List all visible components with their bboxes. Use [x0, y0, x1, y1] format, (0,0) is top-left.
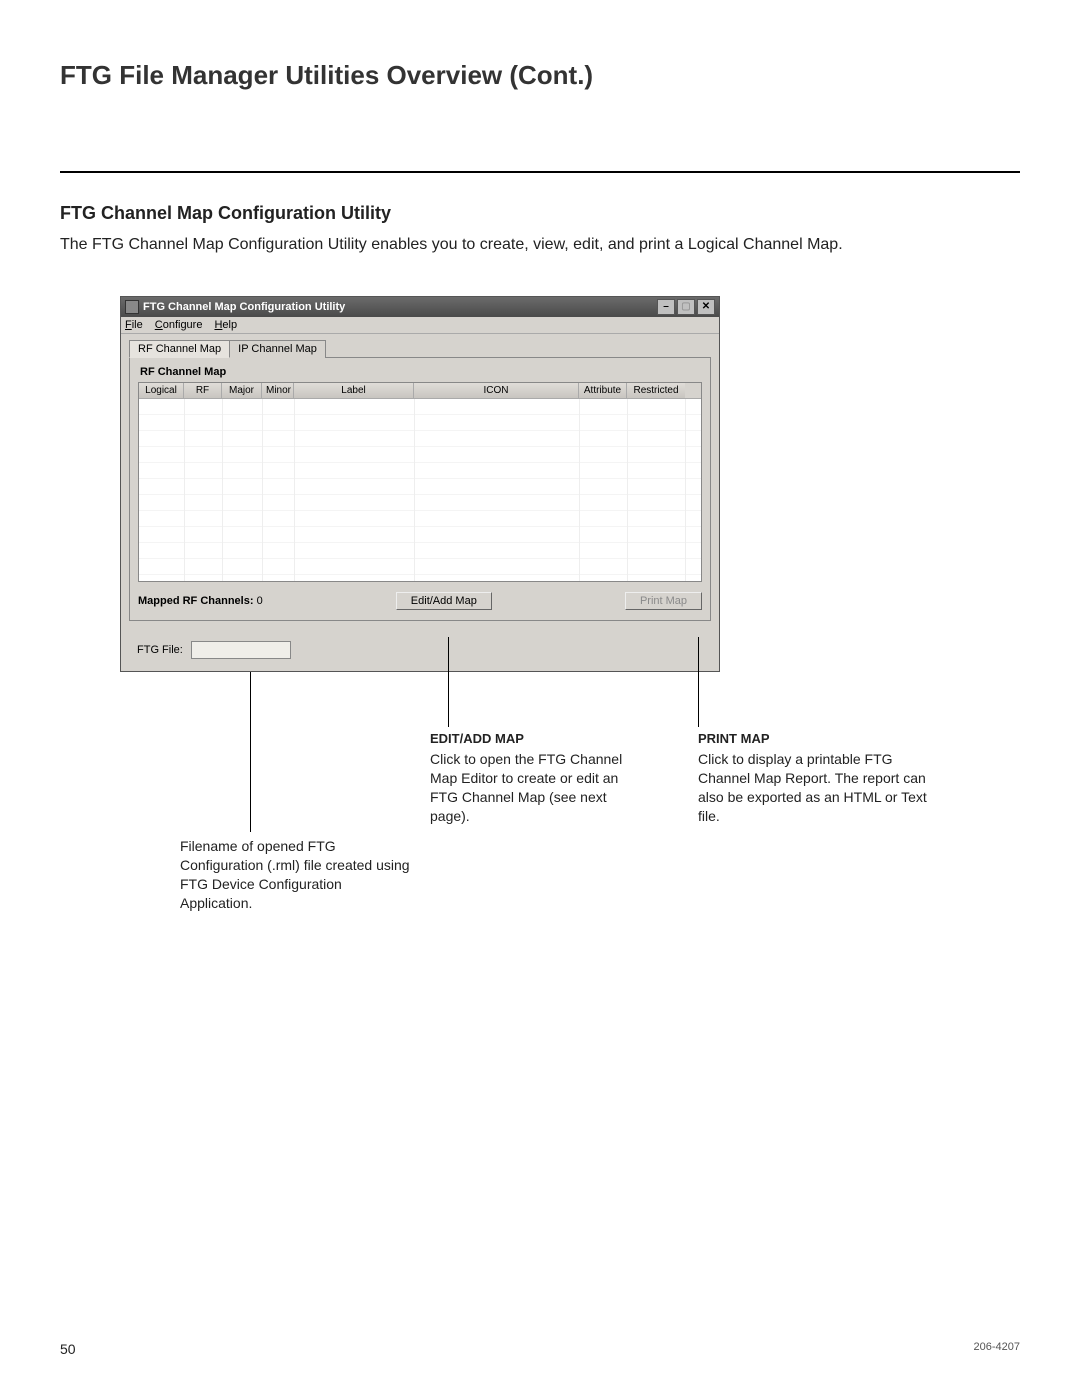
grid-body — [139, 399, 701, 581]
callout-text: Click to display a printable FTG Channel… — [698, 750, 938, 826]
titlebar: FTG Channel Map Configuration Utility – … — [121, 297, 719, 317]
edit-add-map-button[interactable]: Edit/Add Map — [396, 592, 492, 610]
callout-print-map: PRINT MAP Click to display a printable F… — [698, 730, 938, 825]
mapped-count: 0 — [257, 595, 263, 607]
page-number: 50 — [60, 1341, 76, 1357]
column-header[interactable]: ICON — [414, 383, 579, 398]
menu-bar: File Configure Help — [121, 317, 719, 334]
close-button[interactable]: ✕ — [697, 299, 715, 315]
grid-header: LogicalRFMajorMinorLabelICONAttributeRes… — [139, 383, 701, 399]
leader-line — [698, 637, 699, 727]
menu-help[interactable]: Help — [214, 319, 237, 331]
callout-text: Filename of opened FTG Configuration (.r… — [180, 837, 410, 913]
leader-line — [448, 637, 449, 727]
column-header[interactable]: Major — [222, 383, 262, 398]
section-heading: FTG Channel Map Configuration Utility — [60, 203, 1020, 224]
column-header[interactable]: Attribute — [579, 383, 627, 398]
column-header[interactable]: Label — [294, 383, 414, 398]
mapped-label: Mapped RF Channels: — [138, 595, 254, 607]
app-window: FTG Channel Map Configuration Utility – … — [120, 296, 720, 672]
column-header[interactable]: Logical — [139, 383, 184, 398]
column-header[interactable]: Restricted — [627, 383, 685, 398]
tabs: RF Channel Map IP Channel Map — [129, 340, 711, 358]
tab-ip-channel-map[interactable]: IP Channel Map — [229, 340, 326, 358]
group-label: RF Channel Map — [140, 366, 702, 378]
maximize-button[interactable]: ▢ — [677, 299, 695, 315]
callout-title: PRINT MAP — [698, 730, 938, 748]
channel-grid[interactable]: LogicalRFMajorMinorLabelICONAttributeRes… — [138, 382, 702, 582]
leader-line — [250, 672, 251, 832]
menu-file[interactable]: File — [125, 319, 143, 331]
callout-ftg-file: Filename of opened FTG Configuration (.r… — [180, 837, 410, 913]
minimize-button[interactable]: – — [657, 299, 675, 315]
app-icon — [125, 300, 139, 314]
callout-text: Click to open the FTG Channel Map Editor… — [430, 750, 650, 826]
document-number: 206-4207 — [974, 1341, 1021, 1357]
menu-configure[interactable]: Configure — [155, 319, 203, 331]
ftg-file-field[interactable] — [191, 641, 291, 659]
tab-panel: RF Channel Map LogicalRFMajorMinorLabelI… — [129, 357, 711, 621]
print-map-button[interactable]: Print Map — [625, 592, 702, 610]
ftg-file-label: FTG File: — [137, 644, 183, 656]
callout-edit-add-map: EDIT/ADD MAP Click to open the FTG Chann… — [430, 730, 650, 825]
horizontal-rule — [60, 171, 1020, 173]
tab-rf-channel-map[interactable]: RF Channel Map — [129, 340, 230, 358]
column-header[interactable]: RF — [184, 383, 222, 398]
window-title: FTG Channel Map Configuration Utility — [143, 301, 657, 313]
column-header[interactable]: Minor — [262, 383, 294, 398]
callout-title: EDIT/ADD MAP — [430, 730, 650, 748]
page-title: FTG File Manager Utilities Overview (Con… — [60, 60, 1020, 91]
section-body: The FTG Channel Map Configuration Utilit… — [60, 234, 1020, 256]
